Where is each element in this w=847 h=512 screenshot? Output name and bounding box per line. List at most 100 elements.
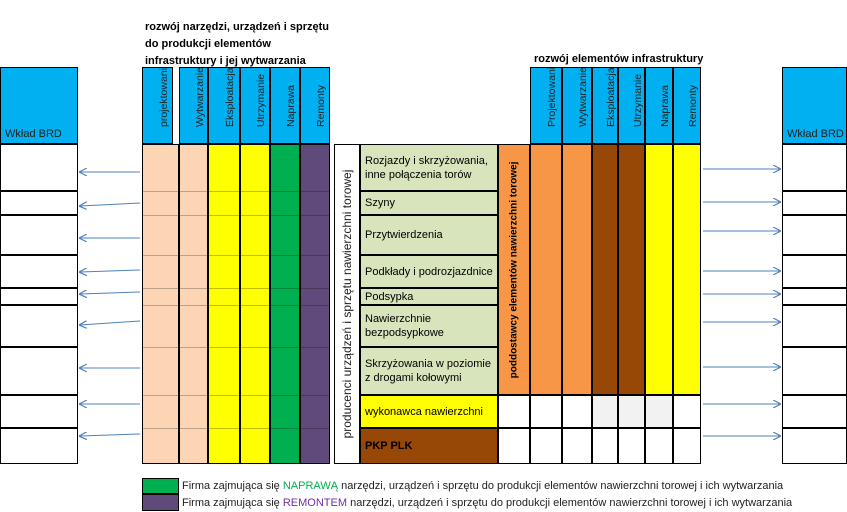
- left-group-heading-line-2: do produkcji elementów: [145, 38, 271, 50]
- left-row-separator: [142, 255, 330, 256]
- legend-overhaul-highlight: REMONTEM: [282, 497, 348, 509]
- left-arrow: [80, 203, 141, 206]
- owner-row: PKP PLK: [360, 428, 498, 464]
- contractor-label: wykonawca nawierzchni: [365, 405, 483, 418]
- right-naprawa-fill: [645, 144, 673, 395]
- left-row-separator: [142, 215, 330, 216]
- left-row-separator: [142, 191, 330, 192]
- left-row-separator: [142, 428, 330, 429]
- suppliers-column: poddostawcy elementów nawierzchni torowe…: [498, 144, 530, 395]
- left-row-separator: [142, 395, 330, 396]
- legend-overhaul-suffix: narzędzi, urządzeń i sprzętu do produkcj…: [347, 497, 793, 509]
- center-row-label: Nawierzchnie bezpodsypkowe: [365, 313, 444, 339]
- right-col-projektowanie: Projektowanie: [530, 67, 562, 144]
- left-naprawa-fill: [270, 144, 300, 464]
- right-wklad-brd-header: Wkład BRD: [782, 67, 847, 144]
- right-brd-box: [782, 144, 847, 191]
- owner-label: PKP PLK: [365, 440, 413, 452]
- left-group-heading-line-3: infrastruktury i jej wytwarzania: [145, 55, 306, 67]
- left-group-heading-line-1: rozwój narzędzi, urządzeń i sprzętu: [145, 21, 329, 33]
- right-col-wytwarzanie: Wytwarzanie: [562, 67, 592, 144]
- right-brd-box: [782, 428, 847, 464]
- right-wytwarzanie-fill: [562, 144, 592, 395]
- left-col-wytwarzanie: Wytwarzanie: [179, 67, 208, 144]
- left-projektowanie-fill: [142, 144, 179, 464]
- left-brd-box: [0, 144, 78, 191]
- right-brd-box: [782, 395, 847, 428]
- legend-overhaul-swatch: [142, 494, 179, 511]
- right-brd-box: [782, 305, 847, 347]
- right-utrzymanie-fill: [618, 144, 645, 395]
- right-empty-cell: [562, 428, 592, 464]
- right-wklad-brd-label: Wkład BRD: [787, 128, 844, 140]
- center-row-label: Podkłady i podrozjazdnice: [365, 265, 493, 278]
- left-brd-box: [0, 305, 78, 347]
- center-row-rozjazdy: Rozjazdy i skrzyżowania, inne połączenia…: [360, 144, 498, 191]
- center-row-label: Skrzyżowania w poziomie z drogami kołowy…: [365, 358, 491, 384]
- left-arrow: [80, 292, 141, 294]
- left-remonty-fill: [300, 144, 330, 464]
- center-row-szyny: Szyny: [360, 191, 498, 215]
- left-brd-box: [0, 255, 78, 288]
- left-row-separator: [142, 305, 330, 306]
- legend-overhaul-prefix: Firma zajmująca się: [182, 497, 283, 509]
- left-brd-box: [0, 395, 78, 428]
- left-col-remonty: Remonty: [300, 67, 330, 144]
- right-empty-cell: [530, 428, 562, 464]
- right-empty-cell: [673, 428, 701, 464]
- left-row-separator: [142, 347, 330, 348]
- legend-repair-highlight: NAPRAWĄ: [282, 480, 339, 492]
- right-empty-cell: [645, 395, 673, 428]
- right-empty-cell: [562, 395, 592, 428]
- left-col-projektowanie: projektowanie: [142, 67, 173, 144]
- left-brd-box: [0, 215, 78, 255]
- left-col-naprawa: Naprawa: [270, 67, 300, 144]
- right-remonty-fill: [673, 144, 701, 395]
- right-brd-box: [782, 347, 847, 395]
- right-brd-box: [782, 191, 847, 215]
- left-utrzymanie-fill: [240, 144, 270, 464]
- right-brd-box: [782, 255, 847, 288]
- left-wklad-brd-label: Wkład BRD: [5, 128, 62, 140]
- legend-repair-text: Firma zajmująca się NAPRAWĄ narzędzi, ur…: [182, 480, 783, 492]
- right-empty-cell: [618, 395, 645, 428]
- left-arrow: [80, 270, 141, 272]
- left-brd-box: [0, 191, 78, 215]
- right-eksploatacja-fill: [592, 144, 618, 395]
- right-empty-cell: [673, 395, 701, 428]
- legend-repair-suffix: narzędzi, urządzeń i sprzętu do produkcj…: [338, 480, 784, 492]
- left-brd-box: [0, 288, 78, 305]
- left-arrow: [80, 320, 141, 325]
- left-col-eksploatacja: Eksploatacja: [208, 67, 240, 144]
- right-group-heading: rozwój elementów infrastruktury: [534, 53, 704, 65]
- center-row-przytwierdzenia: Przytwierdzenia: [360, 215, 498, 255]
- right-empty-cell: [592, 428, 618, 464]
- right-col-remonty: Remonty: [673, 67, 701, 144]
- center-row-skrzyzowania: Skrzyżowania w poziomie z drogami kołowy…: [360, 347, 498, 395]
- center-row-label: Podsypka: [365, 290, 414, 303]
- left-brd-box: [0, 347, 78, 395]
- left-eksploatacja-fill: [208, 144, 240, 464]
- center-row-label: Rozjazdy i skrzyżowania, inne połączenia…: [365, 154, 488, 181]
- right-col-naprawa: Naprawa: [645, 67, 673, 144]
- left-col-utrzymanie: Utrzymanie: [240, 67, 270, 144]
- legend-overhaul-text: Firma zajmująca się REMONTEM narzędzi, u…: [182, 497, 792, 509]
- left-brd-box: [0, 428, 78, 464]
- right-empty-cell: [645, 428, 673, 464]
- center-row-label: Szyny: [365, 197, 395, 209]
- suppliers-empty-2: [498, 428, 530, 464]
- right-col-utrzymanie: Utrzymanie: [618, 67, 645, 144]
- left-row-separator: [142, 288, 330, 289]
- right-col-eksploatacja: Eksploatacja: [592, 67, 618, 144]
- center-row-podsypka: Podsypka: [360, 288, 498, 305]
- suppliers-empty-1: [498, 395, 530, 428]
- right-empty-cell: [530, 395, 562, 428]
- right-empty-cell: [618, 428, 645, 464]
- left-wklad-brd-header: Wkład BRD: [0, 67, 78, 144]
- left-group-heading: rozwój narzędzi, urządzeń i sprzętu do p…: [145, 19, 329, 70]
- left-arrow: [80, 434, 141, 436]
- contractor-row: wykonawca nawierzchni: [360, 395, 498, 428]
- center-row-nawierzchnie: Nawierzchnie bezpodsypkowe: [360, 305, 498, 347]
- producers-column: producenci urządzeń i sprzętu nawierzchn…: [334, 144, 360, 464]
